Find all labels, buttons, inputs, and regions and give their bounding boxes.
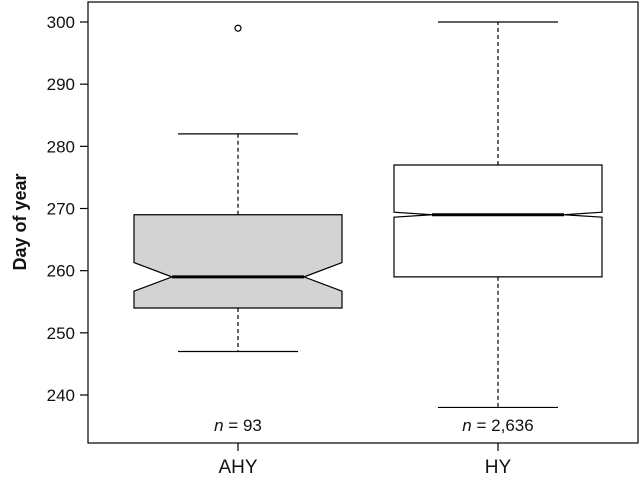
- n-symbol-hy: n: [462, 416, 471, 435]
- y-tick-label-300: 300: [47, 13, 75, 32]
- n-value-hy: = 2,636: [472, 416, 534, 435]
- plot-frame: [87, 1, 639, 444]
- n-value-ahy: = 93: [224, 416, 262, 435]
- y-tick-label-270: 270: [47, 200, 75, 219]
- y-tick-label-290: 290: [47, 75, 75, 94]
- y-tick-label-240: 240: [47, 386, 75, 405]
- y-tick-label-250: 250: [47, 324, 75, 343]
- outlier-ahy-0: [234, 24, 242, 32]
- box-hy: [393, 164, 603, 278]
- box-ahy: [133, 214, 343, 309]
- x-tick-label-ahy: AHY: [218, 457, 257, 478]
- n-label-hy: n = 2,636: [462, 416, 533, 435]
- y-axis-label: Day of year: [10, 173, 30, 270]
- y-tick-label-280: 280: [47, 137, 75, 156]
- y-tick-label-260: 260: [47, 262, 75, 281]
- x-tick-label-hy: HY: [485, 457, 512, 478]
- n-label-ahy: n = 93: [214, 416, 262, 435]
- n-symbol-ahy: n: [214, 416, 223, 435]
